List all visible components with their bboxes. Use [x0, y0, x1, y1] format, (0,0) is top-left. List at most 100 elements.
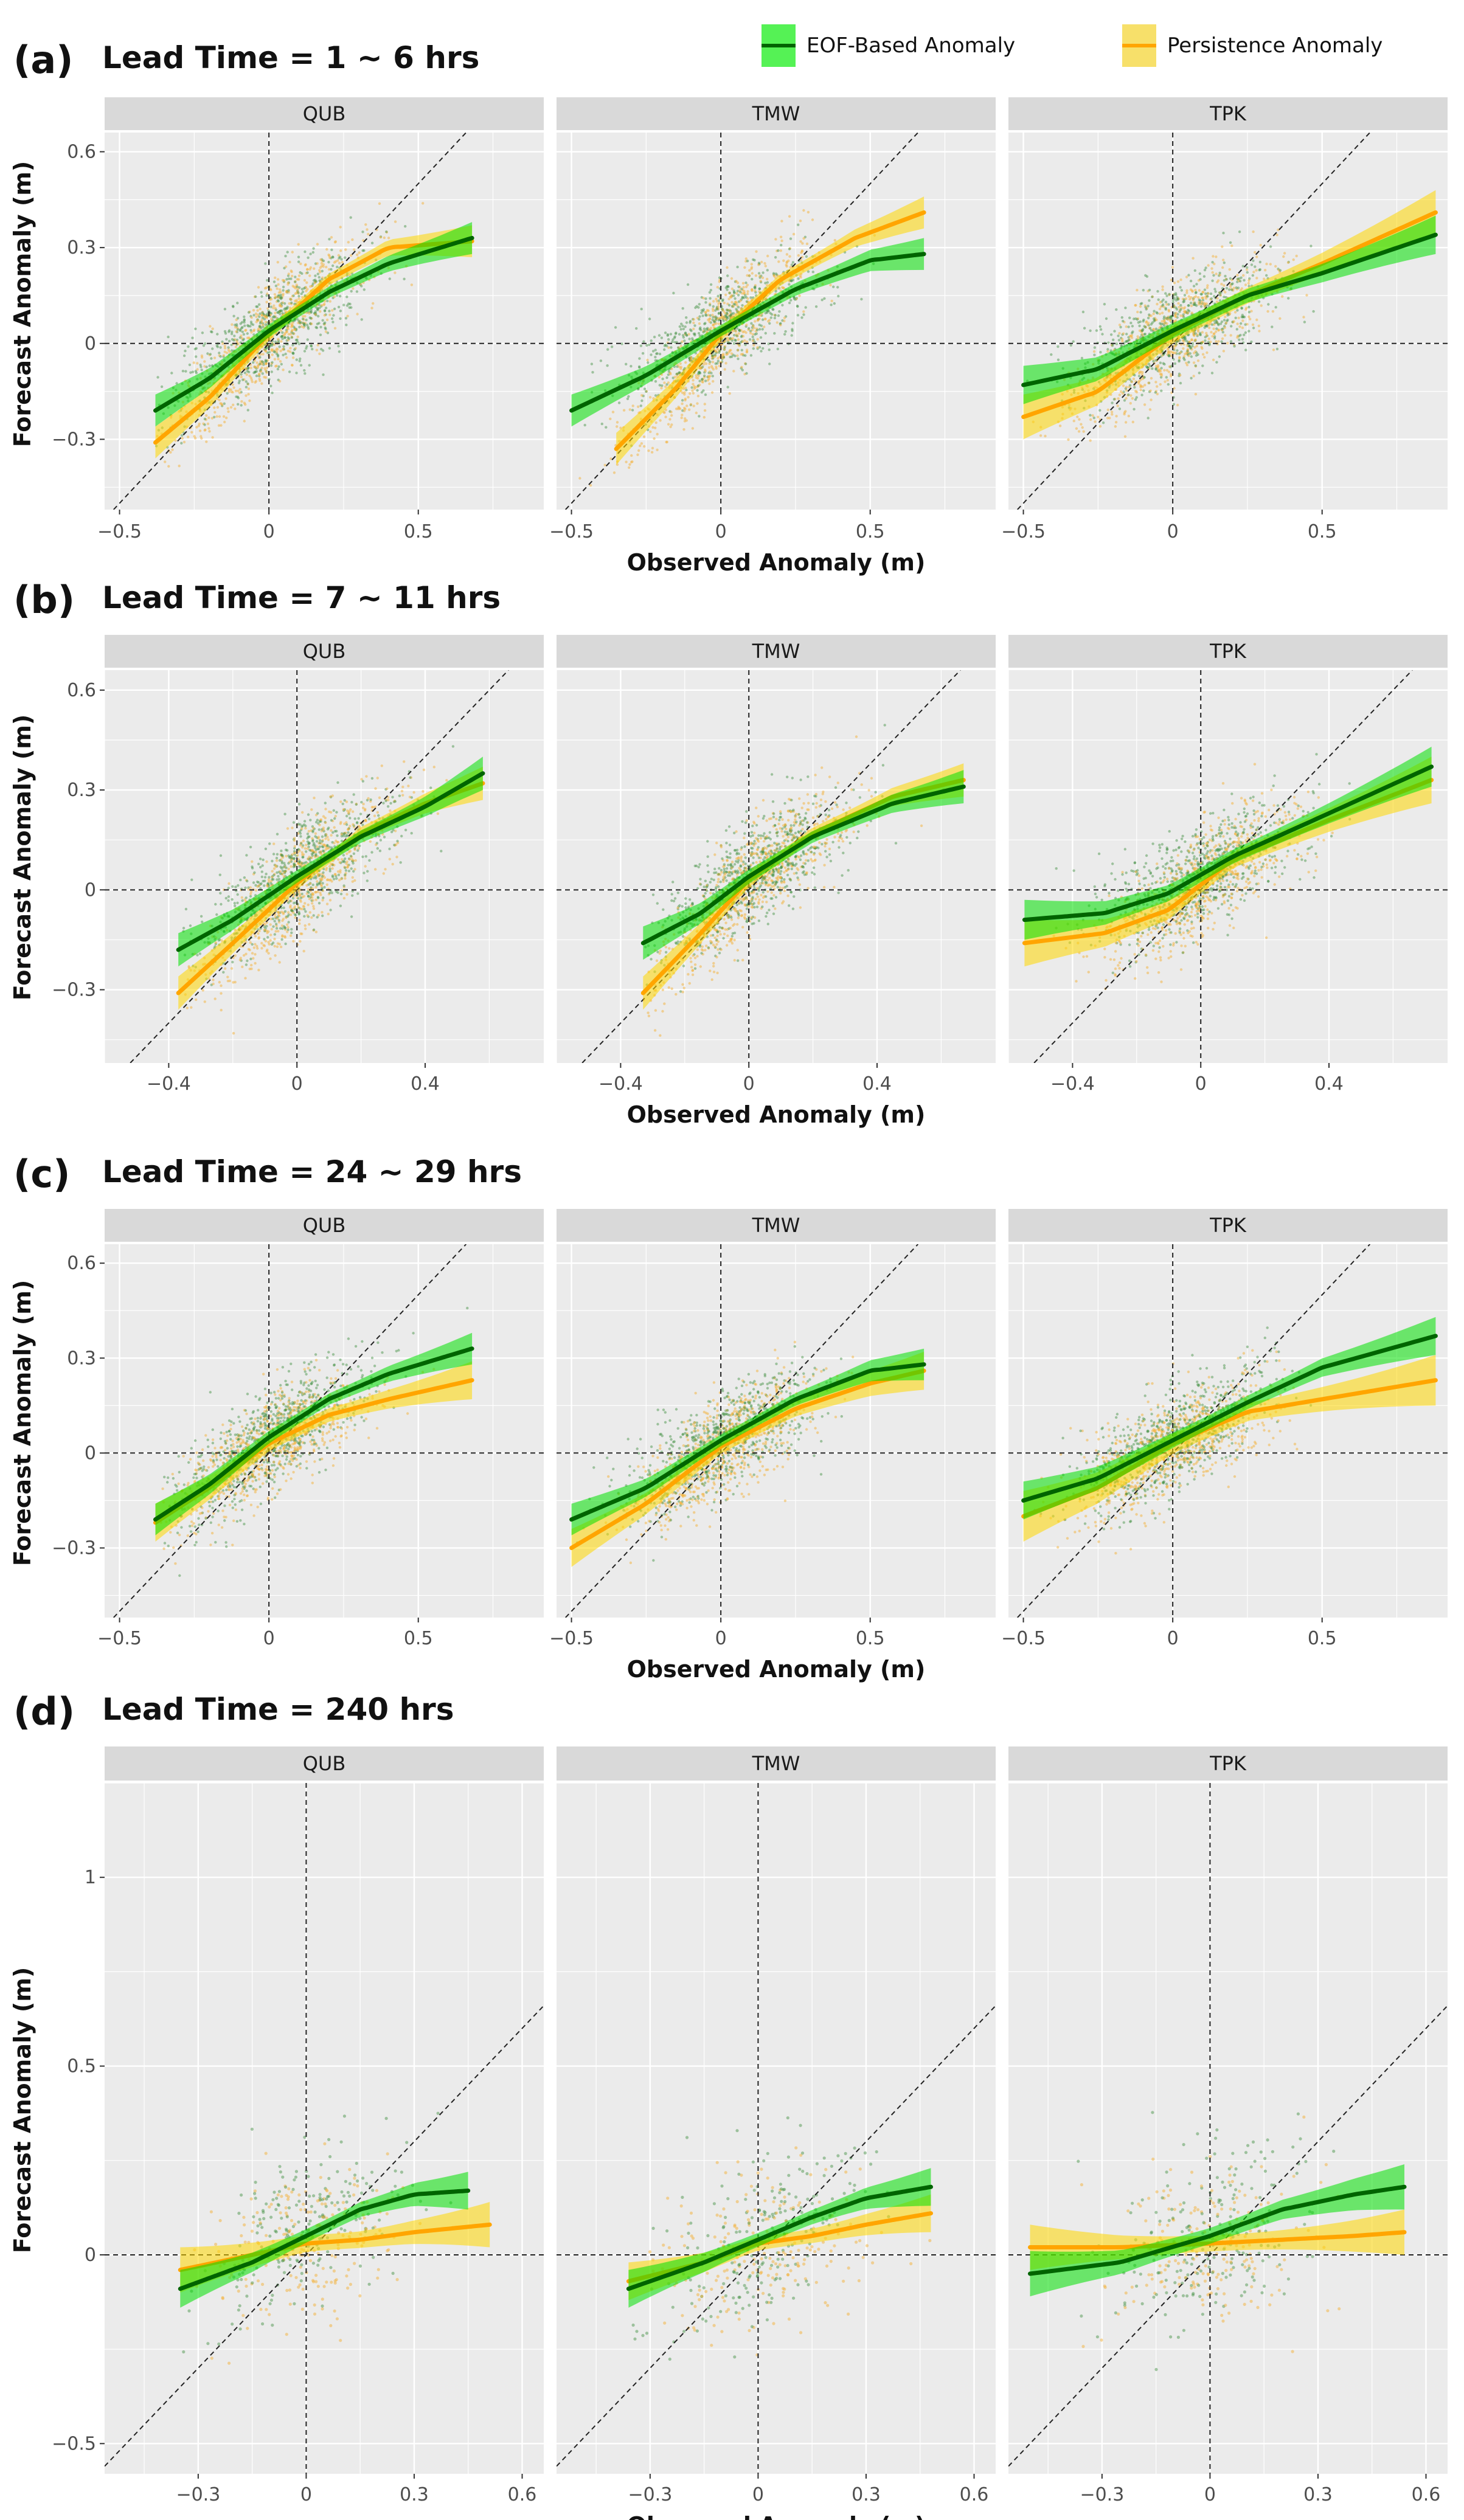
scatter-point [639, 444, 642, 448]
scatter-point [255, 370, 258, 373]
scatter-point [1182, 300, 1186, 303]
scatter-point [759, 314, 762, 317]
scatter-point [235, 340, 238, 343]
scatter-point [325, 318, 329, 322]
scatter-point [1182, 313, 1185, 316]
scatter-point [1142, 389, 1145, 392]
scatter-point [1136, 335, 1139, 338]
scatter-point [746, 260, 749, 263]
scatter-point [1089, 439, 1092, 442]
scatter-point [319, 333, 322, 336]
scatter-point [736, 334, 739, 338]
scatter-point [231, 330, 234, 333]
scatter-point [741, 340, 744, 344]
scatter-point [328, 347, 331, 350]
scatter-point [187, 345, 190, 348]
scatter-point [802, 310, 805, 313]
scatter-point [299, 357, 302, 361]
scatter-point [1155, 311, 1158, 314]
scatter-point [1178, 360, 1181, 363]
scatter-point [1220, 320, 1224, 324]
scatter-point [290, 336, 294, 339]
scatter-point [689, 320, 692, 323]
scatter-point [642, 340, 645, 343]
scatter-point [1258, 260, 1261, 264]
scatter-point [251, 323, 255, 327]
scatter-point [225, 338, 228, 341]
scatter-point [1173, 362, 1177, 365]
scatter-point [1150, 398, 1153, 401]
scatter-point [278, 345, 281, 348]
scatter-point [1125, 325, 1128, 328]
scatter-point [243, 319, 246, 322]
scatter-point [773, 316, 777, 320]
scatter-point [1163, 369, 1166, 372]
scatter-point [1223, 284, 1226, 287]
scatter-point [1233, 343, 1236, 347]
scatter-point [260, 314, 263, 317]
scatter-point [745, 372, 748, 375]
scatter-point [1215, 321, 1218, 325]
scatter-point [797, 254, 800, 257]
scatter-point [280, 305, 283, 308]
scatter-point [295, 372, 298, 375]
scatter-point [752, 258, 755, 261]
scatter-point [306, 338, 309, 341]
scatter-point [728, 392, 731, 395]
scatter-point [285, 356, 288, 359]
scatter-point [1192, 303, 1195, 306]
scatter-point [599, 359, 603, 362]
scatter-point [1129, 321, 1133, 325]
scatter-point [266, 313, 269, 316]
scatter-point [1058, 424, 1062, 428]
scatter-point [750, 266, 754, 269]
scatter-point [711, 313, 714, 317]
scatter-point [327, 268, 331, 271]
scatter-point [1135, 396, 1138, 399]
scatter-point [1192, 375, 1195, 378]
scatter-point [709, 289, 713, 292]
scatter-point [760, 260, 763, 264]
scatter-point [1243, 316, 1246, 319]
scatter-point [1190, 304, 1193, 308]
scatter-point [675, 331, 678, 334]
scatter-point [1182, 316, 1185, 319]
scatter-point [291, 344, 294, 347]
scatter-point [673, 336, 676, 339]
scatter-point [1165, 317, 1168, 320]
scatter-point [1174, 292, 1178, 295]
scatter-point [227, 329, 231, 332]
scatter-point [649, 430, 652, 434]
scatter-point [1186, 344, 1189, 347]
scatter-point [694, 306, 697, 310]
scatter-point [753, 286, 757, 289]
scatter-point [167, 335, 170, 339]
scatter-point [279, 310, 282, 313]
scatter-point [282, 345, 285, 348]
scatter-point [1215, 340, 1218, 343]
scatter-point [296, 338, 299, 342]
scatter-point [1184, 297, 1188, 300]
scatter-point [732, 289, 735, 292]
scatter-point [382, 872, 385, 875]
scatter-point [1258, 330, 1261, 333]
scatter-point [269, 939, 272, 942]
scatter-point [234, 345, 238, 348]
scatter-point [1144, 325, 1147, 329]
scatter-point [246, 336, 249, 339]
scatter-point [701, 310, 705, 313]
scatter-point [1143, 403, 1147, 406]
scatter-point [1189, 302, 1193, 305]
scatter-point [291, 857, 294, 860]
scatter-point [290, 298, 293, 301]
scatter-point [755, 328, 759, 331]
scatter-point [297, 910, 300, 914]
scatter-point [1247, 282, 1250, 285]
x-tick-label: 0.5 [404, 521, 433, 542]
scatter-point [379, 236, 382, 239]
scatter-point [788, 255, 791, 258]
scatter-point [622, 409, 626, 412]
scatter-point [254, 943, 257, 946]
scatter-point [1099, 328, 1103, 331]
scatter-point [331, 794, 334, 797]
